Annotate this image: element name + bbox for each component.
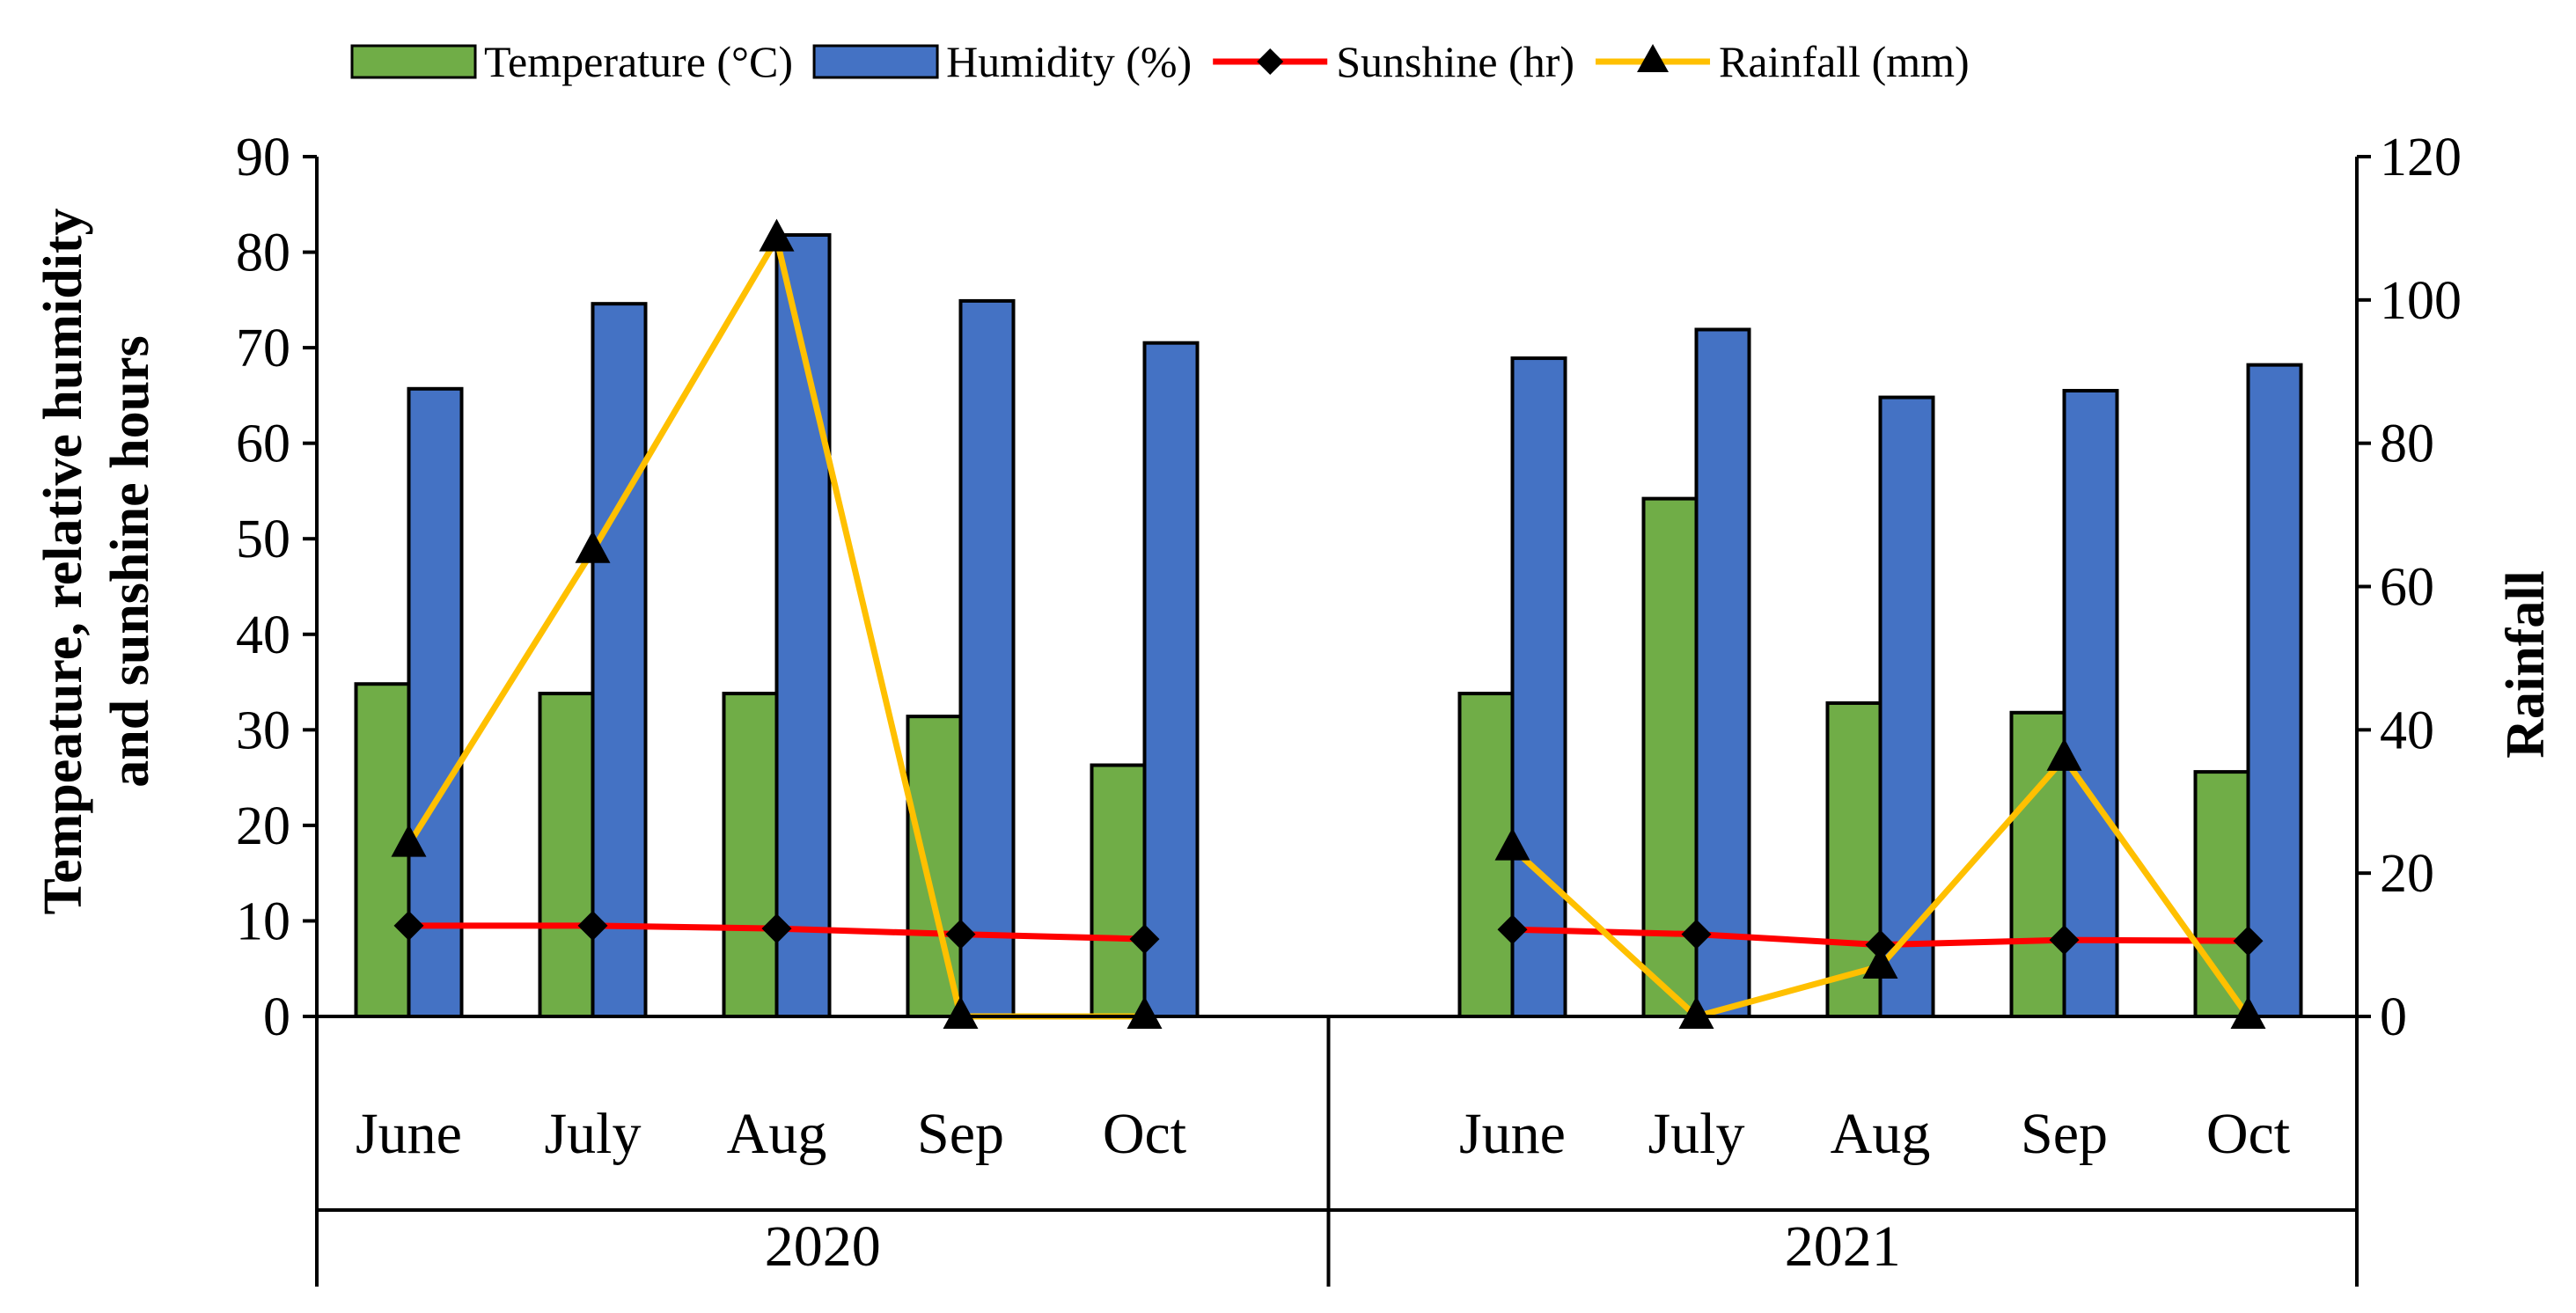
y-left-tick-label: 30: [236, 701, 290, 760]
y-right-tick-label: 20: [2380, 844, 2434, 904]
marker-rainfall-mm-2020-july: [575, 530, 611, 563]
marker-sunshine-hr-2021-aug: [1865, 929, 1896, 960]
bar-temperature-c-2020-aug: [722, 692, 779, 1018]
marker-rainfall-mm-2021-june: [1494, 827, 1530, 861]
marker-rainfall-mm-2020-sep: [943, 996, 979, 1029]
x-category-label-2020-aug: Aug: [727, 1102, 827, 1166]
y-left-tick-label: 80: [236, 224, 290, 283]
legend-swatch-temperature-c: [350, 44, 477, 79]
y-right-tick-label: 40: [2380, 701, 2434, 760]
bar-humidity-2021-oct: [2246, 363, 2303, 1018]
marker-rainfall-mm-2020-aug: [759, 218, 795, 252]
bar-humidity-2020-oct: [1142, 341, 1200, 1018]
bar-temperature-c-2020-oct: [1090, 763, 1147, 1018]
y-left-tick-label: 10: [236, 891, 290, 951]
bar-humidity-2021-july: [1694, 327, 1751, 1019]
y-left-tick-label: 20: [236, 796, 290, 856]
y-left-tick-label: 50: [236, 510, 290, 569]
marker-sunshine-hr-2020-aug: [761, 913, 792, 944]
y-left-label-line2: and sunshine hours: [100, 335, 160, 788]
marker-sunshine-hr-2021-july: [1681, 919, 1712, 950]
x-category-label-2020-sep: Sep: [917, 1102, 1004, 1166]
marker-sunshine-hr-2020-oct: [1129, 924, 1160, 955]
lines: [391, 218, 2266, 1029]
legend-label-temperature-c: Temperature (°C): [484, 37, 793, 86]
x-category-label-2020-oct: Oct: [1103, 1102, 1186, 1166]
y-left-tick-label: 90: [236, 128, 290, 187]
bar-humidity-2021-sep: [2062, 388, 2119, 1018]
marker-rainfall-mm-2021-aug: [1862, 946, 1898, 979]
x-category-label-2021-aug: Aug: [1831, 1102, 1931, 1166]
y-left-label-line1: Tempeature, relative humidity: [33, 208, 93, 914]
y-left-tick-label: 40: [236, 605, 290, 665]
marker-rainfall-mm-2020-june: [391, 824, 427, 857]
legend-marker-rainfall-mm: [1637, 44, 1670, 72]
marker-sunshine-hr-2021-june: [1497, 914, 1528, 945]
marker-sunshine-hr-2020-june: [393, 910, 424, 941]
x-group-label-2021: 2021: [1785, 1214, 1901, 1279]
bar-humidity-2021-aug: [1878, 395, 1935, 1018]
bar-temperature-c-2020-july: [538, 692, 595, 1018]
marker-rainfall-mm-2021-oct: [2230, 996, 2266, 1029]
x-group-label-2020: 2020: [765, 1214, 881, 1279]
legend-label-humidity: Humidity (%): [946, 37, 1192, 86]
y-right-tick-label: 60: [2380, 558, 2434, 618]
x-category-label-2020-july: July: [544, 1102, 641, 1166]
marker-sunshine-hr-2021-oct: [2233, 926, 2264, 957]
x-category-label-2021-july: July: [1648, 1102, 1744, 1166]
bar-humidity-2020-aug: [774, 233, 832, 1018]
bar-humidity-2021-june: [1510, 356, 1567, 1018]
marker-sunshine-hr-2021-sep: [2049, 925, 2080, 956]
y-right-tick-label: 0: [2380, 987, 2407, 1047]
legend-swatch-humidity: [812, 44, 939, 79]
bar-humidity-2020-july: [591, 302, 648, 1019]
y-right-tick-label: 80: [2380, 414, 2434, 474]
y-left-tick-label: 0: [263, 987, 290, 1047]
legend-label-sunshine-hr: Sunshine (hr): [1336, 37, 1574, 86]
bars: [354, 233, 2303, 1019]
marker-rainfall-mm-2020-oct: [1127, 996, 1163, 1029]
x-category-label-2020-june: June: [356, 1102, 462, 1166]
y-left-tick-label: 70: [236, 319, 290, 378]
axis-labels: Tempeature, relative humidity and sunshi…: [33, 208, 2556, 914]
bar-humidity-2020-june: [407, 386, 464, 1019]
legend: Temperature (°C) Humidity (%) Sunshine (hr…: [350, 37, 1970, 86]
x-category-label-2021-sep: Sep: [2021, 1102, 2108, 1166]
legend-label-rainfall-mm: Rainfall (mm): [1719, 37, 1970, 86]
y-right-tick-label: 120: [2380, 128, 2462, 187]
marker-sunshine-hr-2020-july: [577, 910, 608, 941]
marker-rainfall-mm-2021-sep: [2046, 737, 2082, 771]
x-category-label-2021-june: June: [1459, 1102, 1566, 1166]
axes: 0 10 20 30 40 50 60 70 80 90 0 20 40 60 80 100 120 June Ju…: [236, 128, 2462, 1287]
legend-marker-sunshine-hr: [1257, 48, 1284, 75]
y-left-tick-label: 60: [236, 414, 290, 474]
y-right-tick-label: 100: [2380, 271, 2462, 331]
x-category-label-2021-oct: Oct: [2206, 1102, 2290, 1166]
y-right-label: Rainfall: [2496, 570, 2556, 759]
bar-humidity-2020-sep: [958, 298, 1016, 1018]
marker-rainfall-mm-2021-july: [1678, 996, 1714, 1029]
marker-sunshine-hr-2020-sep: [945, 919, 976, 950]
